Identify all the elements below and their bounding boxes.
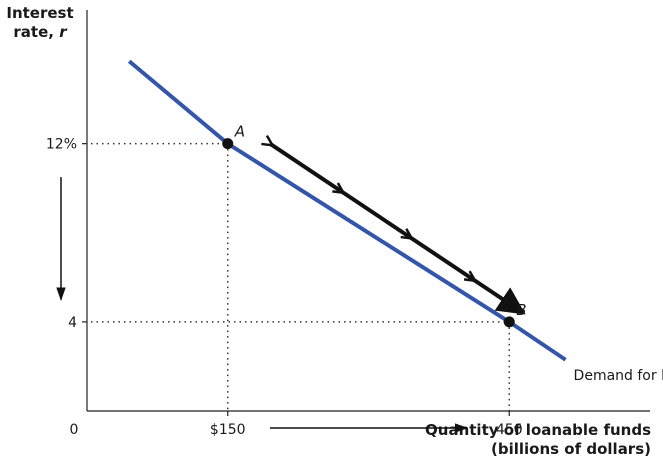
movement-chevron-2 xyxy=(400,228,415,241)
y-axis-title: Interest rate, r xyxy=(0,4,80,42)
y-tick-label-0: 12% xyxy=(46,137,77,153)
movement-chevron-1 xyxy=(332,182,346,195)
x-tick-label-0: $150 xyxy=(210,422,246,438)
y-axis-title-text: rate, xyxy=(13,23,60,41)
x-tick-label-1: 450 xyxy=(496,422,523,438)
origin-label: 0 xyxy=(70,422,79,438)
x-axis-title-line1: Quantity of loanable funds xyxy=(425,421,651,439)
y-axis-title-line2: rate, r xyxy=(0,23,80,42)
point-a xyxy=(222,138,234,150)
movement-chevron-0 xyxy=(261,135,275,147)
point-b xyxy=(503,316,515,328)
x-axis-title-line2: (billions of dollars) xyxy=(491,440,651,458)
movement-arrow xyxy=(268,142,526,315)
point-label-b: B xyxy=(516,301,526,319)
x-axis-title: Quantity of loanable funds (billions of … xyxy=(425,421,651,459)
series-label-0: Demand for loanable funds, D xyxy=(574,368,663,384)
movement-chevron-3 xyxy=(463,270,478,283)
y-axis-variable: r xyxy=(59,23,67,41)
y-tick-label-1: 4 xyxy=(68,315,77,331)
y-axis-title-line1: Interest xyxy=(6,4,74,22)
point-label-a: A xyxy=(234,123,245,141)
series-line-0 xyxy=(127,59,567,362)
